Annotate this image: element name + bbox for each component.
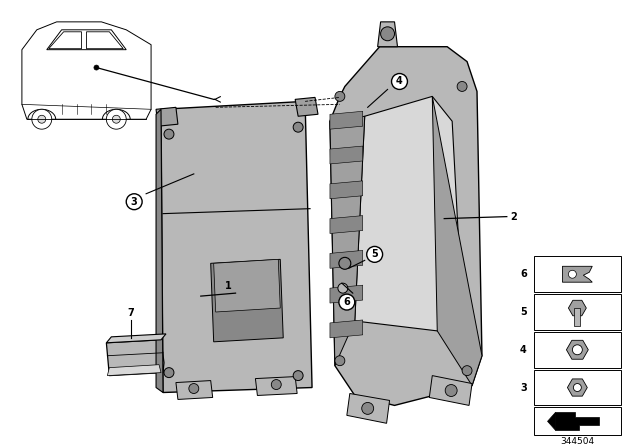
Polygon shape — [330, 111, 363, 129]
Polygon shape — [568, 300, 586, 316]
Circle shape — [572, 345, 582, 355]
Circle shape — [293, 122, 303, 132]
Polygon shape — [330, 215, 363, 233]
Polygon shape — [330, 250, 363, 268]
Polygon shape — [86, 32, 124, 49]
Circle shape — [573, 383, 581, 392]
Polygon shape — [214, 259, 280, 312]
Circle shape — [335, 356, 345, 366]
Circle shape — [113, 115, 120, 123]
Text: 4: 4 — [396, 77, 403, 86]
Text: 6: 6 — [344, 297, 350, 307]
Polygon shape — [574, 308, 580, 326]
Circle shape — [94, 65, 99, 70]
FancyBboxPatch shape — [534, 332, 621, 368]
Polygon shape — [176, 380, 212, 400]
Polygon shape — [568, 379, 588, 396]
Polygon shape — [330, 116, 365, 366]
Circle shape — [189, 383, 199, 393]
Polygon shape — [330, 181, 363, 199]
Text: 2: 2 — [510, 211, 517, 222]
Text: 4: 4 — [520, 345, 527, 355]
Circle shape — [445, 384, 457, 396]
Polygon shape — [556, 412, 599, 430]
Circle shape — [271, 379, 281, 389]
Text: 7: 7 — [128, 308, 134, 318]
Circle shape — [164, 368, 174, 378]
Circle shape — [462, 366, 472, 375]
Circle shape — [126, 194, 142, 210]
Polygon shape — [548, 412, 556, 430]
Text: 1: 1 — [225, 281, 232, 291]
Polygon shape — [49, 32, 81, 49]
Polygon shape — [156, 109, 163, 392]
Polygon shape — [106, 334, 166, 343]
FancyBboxPatch shape — [534, 407, 621, 435]
Circle shape — [339, 257, 351, 269]
FancyBboxPatch shape — [534, 294, 621, 330]
Polygon shape — [330, 285, 363, 303]
Text: 5: 5 — [371, 250, 378, 259]
Polygon shape — [432, 96, 482, 386]
Text: 6: 6 — [520, 269, 527, 279]
Polygon shape — [330, 320, 363, 338]
Polygon shape — [22, 22, 151, 119]
Polygon shape — [566, 340, 588, 359]
Text: 5: 5 — [520, 307, 527, 317]
Polygon shape — [295, 97, 318, 116]
Polygon shape — [106, 340, 164, 375]
Polygon shape — [108, 365, 161, 375]
Polygon shape — [330, 47, 482, 405]
Circle shape — [339, 294, 355, 310]
Circle shape — [106, 109, 126, 129]
Polygon shape — [211, 259, 284, 342]
Circle shape — [381, 27, 394, 41]
Polygon shape — [255, 377, 297, 396]
Text: 3: 3 — [131, 197, 138, 207]
Circle shape — [335, 91, 345, 101]
Circle shape — [367, 246, 383, 263]
Circle shape — [32, 109, 52, 129]
Circle shape — [457, 82, 467, 91]
Text: 3: 3 — [520, 383, 527, 392]
Circle shape — [293, 370, 303, 380]
Polygon shape — [347, 393, 390, 423]
Text: 344504: 344504 — [560, 437, 595, 446]
Circle shape — [392, 73, 408, 90]
Circle shape — [338, 283, 348, 293]
Polygon shape — [161, 101, 312, 392]
Polygon shape — [429, 375, 472, 405]
Polygon shape — [355, 96, 462, 331]
Polygon shape — [378, 22, 397, 47]
Circle shape — [38, 115, 45, 123]
Circle shape — [362, 402, 374, 414]
FancyBboxPatch shape — [534, 256, 621, 292]
FancyBboxPatch shape — [534, 370, 621, 405]
Polygon shape — [563, 266, 592, 282]
Polygon shape — [47, 30, 126, 50]
Polygon shape — [330, 146, 363, 164]
Polygon shape — [156, 108, 178, 126]
Circle shape — [568, 270, 577, 278]
Circle shape — [164, 129, 174, 139]
